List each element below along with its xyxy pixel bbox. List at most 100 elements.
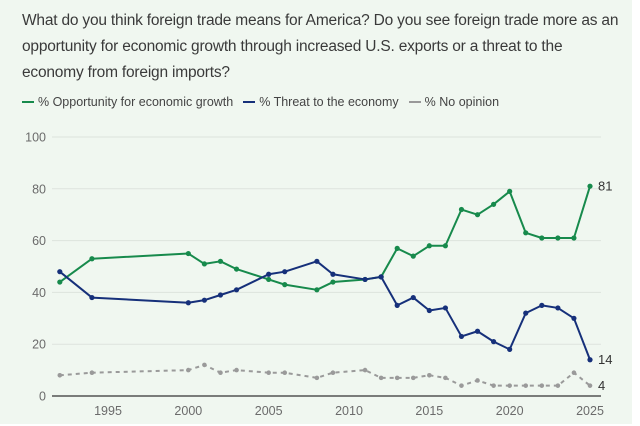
data-point xyxy=(475,378,480,383)
data-point xyxy=(282,282,288,288)
legend-label-threat: % Threat to the economy xyxy=(259,95,399,109)
data-point xyxy=(555,383,561,388)
data-point xyxy=(314,375,320,381)
data-point xyxy=(362,367,368,373)
data-point xyxy=(539,235,545,241)
data-point xyxy=(555,305,561,311)
data-point xyxy=(410,375,416,381)
data-point xyxy=(314,287,320,293)
data-point xyxy=(201,261,207,267)
data-point xyxy=(587,183,593,189)
data-point xyxy=(394,375,400,381)
data-point xyxy=(587,357,593,363)
data-point xyxy=(442,305,448,311)
data-point xyxy=(491,339,497,345)
data-point xyxy=(571,370,577,375)
data-point xyxy=(234,367,239,373)
data-point xyxy=(587,383,593,388)
data-point xyxy=(218,370,223,375)
data-point xyxy=(57,269,63,275)
series-group xyxy=(57,183,593,388)
data-point xyxy=(410,253,416,259)
data-point xyxy=(185,250,191,257)
data-point xyxy=(459,383,464,388)
data-point xyxy=(507,383,512,388)
line-chart: 0 20 40 60 80 100 1995 2000 2005 2010 2015 2020 202… xyxy=(25,131,612,419)
data-point xyxy=(266,271,272,277)
data-point xyxy=(523,310,529,316)
x-tick-label: 2010 xyxy=(335,404,363,418)
series-threat xyxy=(57,258,593,363)
end-label-no-opinion: 4 xyxy=(598,378,605,393)
data-point xyxy=(443,375,448,381)
data-point xyxy=(330,370,336,375)
data-point xyxy=(555,235,561,241)
data-point xyxy=(217,258,224,264)
data-point xyxy=(185,300,191,306)
gridlines xyxy=(52,136,601,345)
data-point xyxy=(217,292,224,298)
x-tick-label: 2005 xyxy=(255,404,283,418)
x-tick-label: 2020 xyxy=(496,404,524,418)
legend-label-opportunity: % Opportunity for economic growth xyxy=(38,95,234,109)
y-tick-label: 100 xyxy=(25,131,46,145)
data-point xyxy=(282,269,288,275)
x-tick-label: 2015 xyxy=(415,404,443,418)
data-point xyxy=(442,243,448,249)
data-point xyxy=(330,271,336,277)
series-no-opinion xyxy=(57,362,593,388)
legend: % Opportunity for economic growth % Thre… xyxy=(22,95,499,109)
data-point xyxy=(186,367,191,373)
data-point xyxy=(426,243,432,249)
data-point xyxy=(539,302,545,308)
y-tick-label: 80 xyxy=(32,182,46,196)
data-point xyxy=(89,370,95,375)
data-point xyxy=(57,279,63,285)
data-point xyxy=(362,276,368,283)
data-point xyxy=(266,276,272,283)
x-axis-ticks: 1995 2000 2005 2010 2015 2020 2025 xyxy=(94,404,604,418)
legend-item-opportunity: % Opportunity for economic growth xyxy=(22,95,233,109)
data-point xyxy=(57,372,63,378)
data-point xyxy=(539,383,545,388)
data-point xyxy=(571,235,577,241)
data-point xyxy=(233,266,240,272)
data-point xyxy=(394,302,400,308)
data-point xyxy=(474,328,481,334)
data-point xyxy=(571,315,577,321)
data-point xyxy=(507,188,513,194)
data-point xyxy=(89,256,95,262)
data-point xyxy=(202,362,207,368)
data-point xyxy=(426,307,432,314)
data-point xyxy=(491,383,496,388)
data-point xyxy=(523,383,529,388)
y-tick-label: 60 xyxy=(32,234,46,248)
data-point xyxy=(491,201,497,207)
x-tick-label: 2025 xyxy=(576,404,604,418)
data-point xyxy=(378,274,384,280)
legend-item-no-opinion: % No opinion xyxy=(408,95,499,109)
series-line-no-opinion xyxy=(59,363,591,387)
end-labels: 4 81 14 xyxy=(598,179,612,393)
data-point xyxy=(378,375,384,381)
data-point xyxy=(507,346,513,352)
data-point xyxy=(410,294,416,301)
x-tick-label: 2000 xyxy=(174,404,202,418)
y-tick-label: 0 xyxy=(39,390,46,404)
series-opportunity xyxy=(57,183,593,293)
end-label-opportunity: 81 xyxy=(598,179,612,194)
data-point xyxy=(282,370,288,375)
y-tick-label: 40 xyxy=(32,286,46,300)
data-point xyxy=(458,333,465,340)
end-label-threat: 14 xyxy=(598,352,612,367)
data-point xyxy=(314,258,320,264)
y-tick-label: 20 xyxy=(32,338,46,352)
data-point xyxy=(474,212,481,218)
legend-swatch-no-opinion xyxy=(408,101,421,103)
data-point xyxy=(523,230,529,236)
legend-item-threat: % Threat to the economy xyxy=(243,95,399,109)
survey-question: What do you think foreign trade means fo… xyxy=(22,12,619,81)
data-point xyxy=(427,372,432,378)
y-axis-ticks: 0 20 40 60 80 100 xyxy=(25,131,46,404)
